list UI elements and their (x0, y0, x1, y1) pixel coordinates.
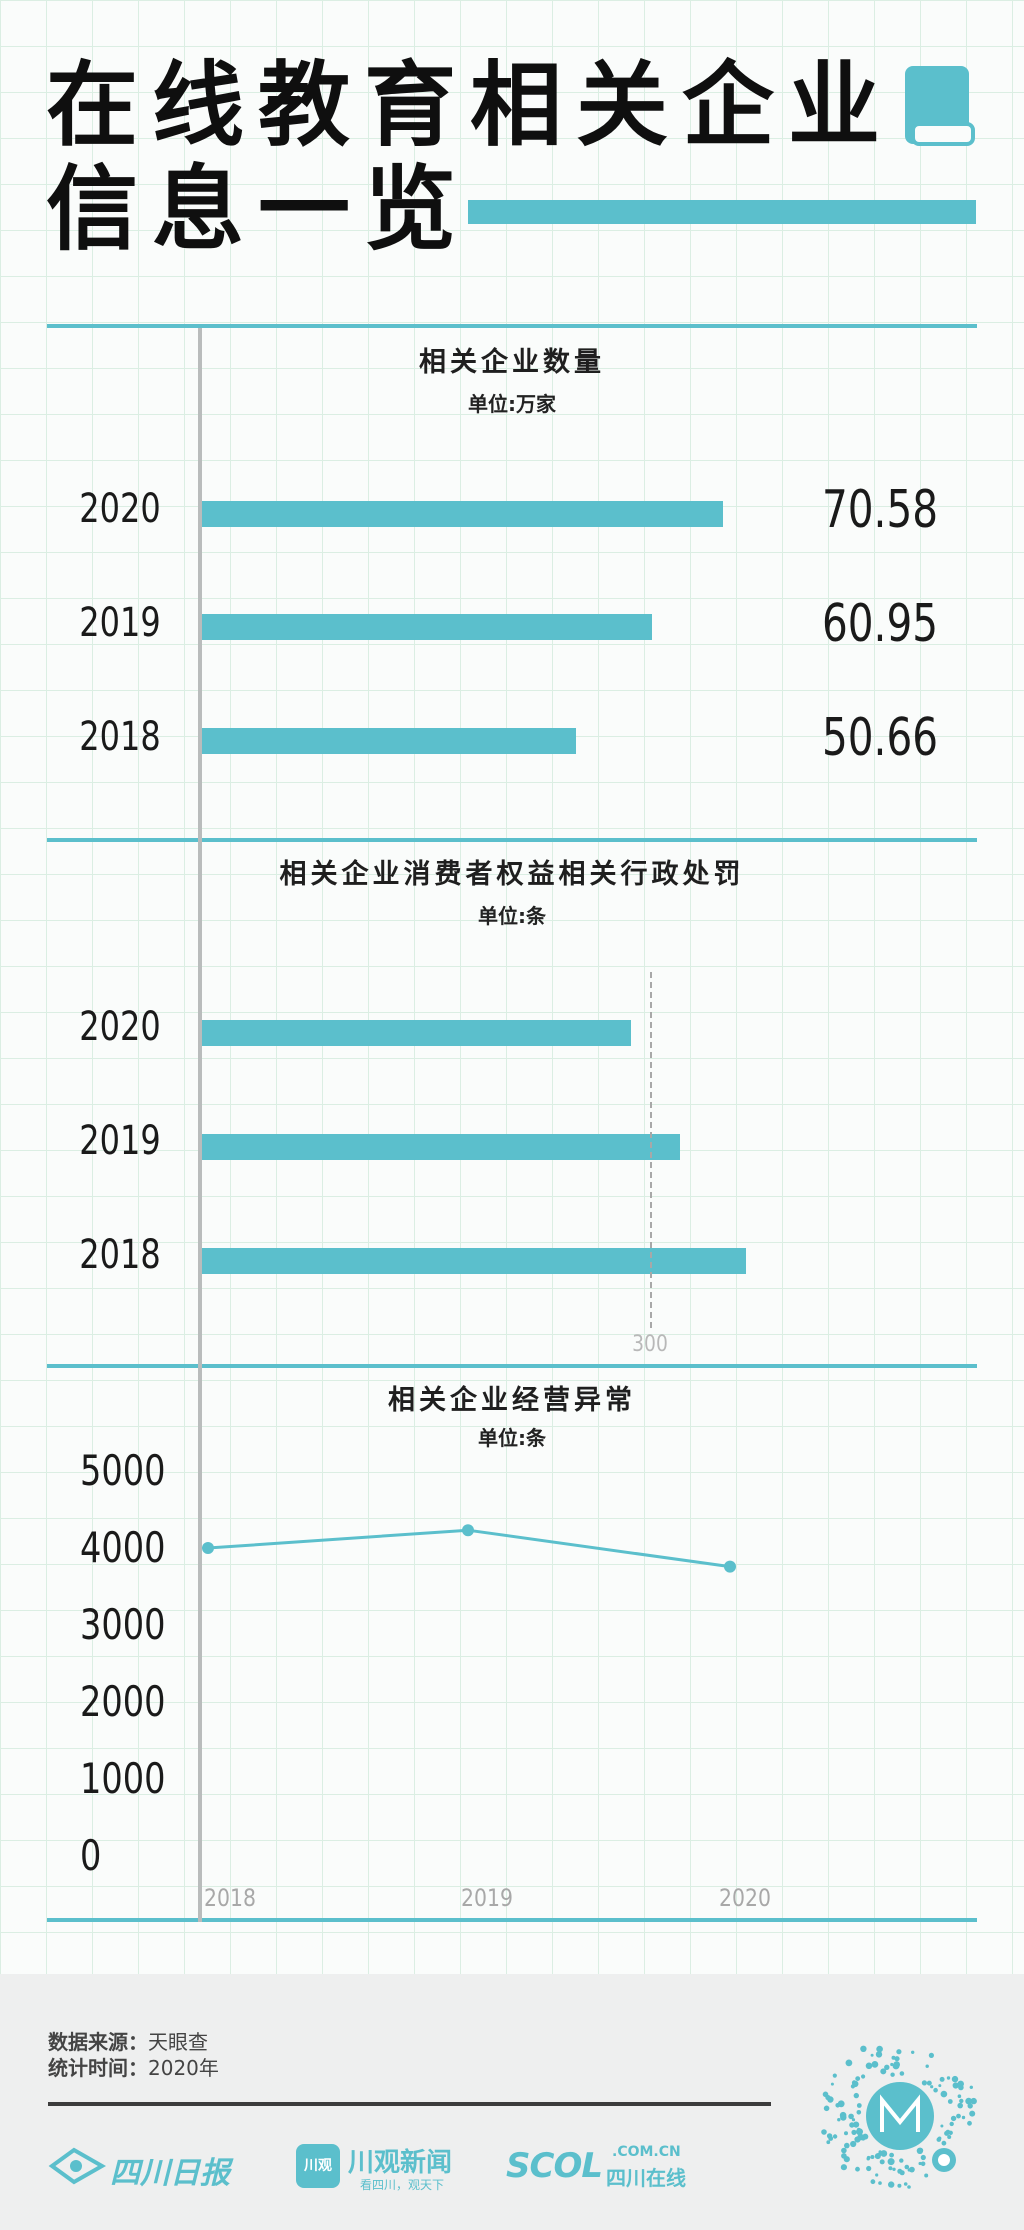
panel2-bar (202, 1248, 746, 1274)
panel3-data-point (202, 1542, 214, 1555)
panel3-y-tick: 1000 (80, 1754, 166, 1803)
section-divider-bottom (47, 1918, 977, 1922)
panel2-year-label: 2019 (79, 1118, 161, 1164)
panel2-title: 相关企业消费者权益相关行政处罚 (279, 859, 745, 890)
panel2-bar (202, 1134, 680, 1160)
panel1-bar (202, 728, 576, 754)
logo-chuanguan-slogan: 看四川，观天下 (360, 2178, 445, 2192)
panel3-y-tick: 3000 (80, 1600, 166, 1649)
stat-time: 统计时间：2020年 (48, 2052, 219, 2081)
logo-sichuan-daily: 四川日报 (110, 2156, 230, 2191)
panel3-unit: 单位:条 (478, 1426, 546, 1450)
footer-divider (48, 2102, 771, 2106)
panel2-unit: 单位:条 (478, 904, 546, 928)
panel1-year-label: 2020 (79, 486, 161, 532)
sichuan-daily-logo-icon (48, 2147, 106, 2185)
panel3-y-tick: 2000 (80, 1677, 166, 1726)
book-icon (905, 66, 975, 146)
panel2-reference-line (650, 972, 652, 1328)
panel1-value-label: 70.58 (821, 480, 939, 540)
panel3-x-tick: 2019 (461, 1884, 513, 1912)
panel1-year-label: 2019 (79, 600, 161, 646)
section-divider-2 (47, 838, 977, 842)
logo-scol-domain: .COM.CN (612, 2144, 681, 2160)
logo-chuanguan-badge: 川观 (296, 2144, 340, 2188)
logo-chuanguan-news: 川观新闻 (348, 2148, 453, 2178)
panel3-data-point (724, 1560, 736, 1573)
qr-code-icon (821, 2045, 977, 2189)
logo-scol: SCOL (506, 2146, 603, 2186)
data-source-value: 天眼查 (148, 2030, 208, 2054)
logo-scol-sub: 四川在线 (606, 2166, 686, 2190)
panel2-year-label: 2020 (79, 1004, 161, 1050)
panel1-title: 相关企业数量 (419, 347, 605, 378)
panel3-x-tick: 2020 (719, 1884, 771, 1912)
title-accent-bar (468, 200, 976, 224)
page-title-line-2: 信息一览 (46, 156, 471, 263)
panel1-year-label: 2018 (79, 714, 161, 760)
panel2-reference-label: 300 (632, 1332, 668, 1357)
panel2-bar (202, 1020, 631, 1046)
panel1-value-label: 60.95 (821, 594, 939, 654)
data-source: 数据来源：天眼查 (48, 2026, 208, 2055)
section-divider-3 (47, 1364, 977, 1368)
page-title-line-1: 在线教育相关企业 (46, 52, 895, 159)
panel1-bar (202, 501, 723, 527)
shared-y-axis-line (198, 328, 202, 1922)
stat-time-label: 统计时间： (48, 2056, 148, 2080)
panel3-y-tick: 0 (80, 1831, 102, 1880)
panel1-bar (202, 614, 652, 640)
panel3-y-tick: 4000 (80, 1523, 166, 1572)
stat-time-value: 2020年 (148, 2056, 219, 2080)
panel3-data-point (462, 1524, 474, 1537)
data-source-label: 数据来源： (48, 2030, 148, 2054)
panel2-year-label: 2018 (79, 1232, 161, 1278)
section-divider-1 (47, 324, 977, 328)
panel3-title: 相关企业经营异常 (388, 1385, 636, 1416)
panel3-y-tick: 5000 (80, 1446, 166, 1495)
panel1-unit: 单位:万家 (468, 392, 556, 416)
panel3-x-tick: 2018 (204, 1884, 256, 1912)
panel1-value-label: 50.66 (821, 708, 939, 768)
